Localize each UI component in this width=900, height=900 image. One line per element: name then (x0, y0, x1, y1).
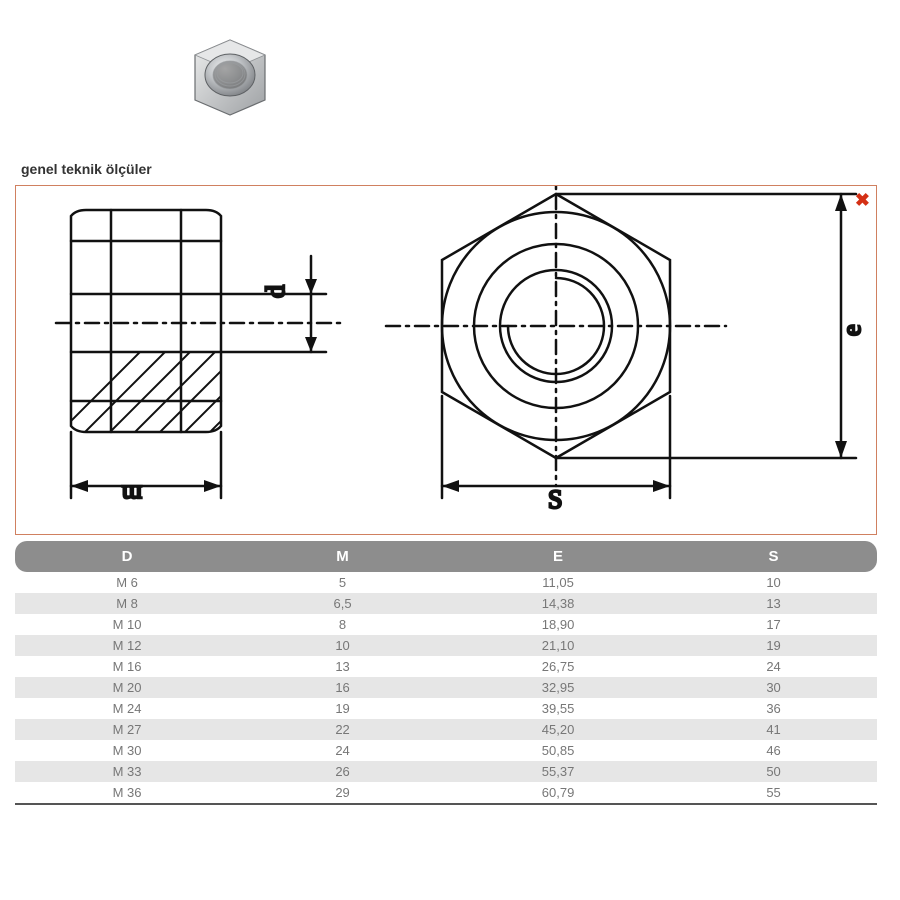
table-cell: 41 (670, 719, 877, 740)
table-cell: M 33 (15, 761, 239, 782)
table-cell: 39,55 (446, 698, 670, 719)
table-cell: M 12 (15, 635, 239, 656)
table-cell: M 24 (15, 698, 239, 719)
table-cell: 29 (239, 782, 446, 804)
table-cell: M 20 (15, 677, 239, 698)
section-title: genel teknik ölçüler (21, 161, 885, 177)
technical-drawing: ✖ (15, 185, 877, 535)
col-header: D (15, 541, 239, 572)
table-cell: 11,05 (446, 572, 670, 593)
table-row: M 10818,9017 (15, 614, 877, 635)
table-cell: M 27 (15, 719, 239, 740)
table-row: M 332655,3750 (15, 761, 877, 782)
table-cell: 46 (670, 740, 877, 761)
table-cell: 45,20 (446, 719, 670, 740)
table-cell: 36 (670, 698, 877, 719)
table-cell: M 6 (15, 572, 239, 593)
table-cell: M 8 (15, 593, 239, 614)
table-cell: M 16 (15, 656, 239, 677)
table-cell: 16 (239, 677, 446, 698)
col-header: S (670, 541, 877, 572)
table-cell: 24 (239, 740, 446, 761)
table-cell: M 30 (15, 740, 239, 761)
table-cell: 10 (239, 635, 446, 656)
table-cell: 10 (670, 572, 877, 593)
table-cell: 18,90 (446, 614, 670, 635)
table-cell: 55 (670, 782, 877, 804)
table-cell: 21,10 (446, 635, 670, 656)
table-row: M 272245,2041 (15, 719, 877, 740)
close-icon[interactable]: ✖ (855, 190, 870, 211)
table-header-row: D M E S (15, 541, 877, 572)
dim-label-s: S (548, 485, 562, 514)
table-row: M 201632,9530 (15, 677, 877, 698)
table-row: M 6511,0510 (15, 572, 877, 593)
table-cell: 6,5 (239, 593, 446, 614)
table-cell: M 10 (15, 614, 239, 635)
table-cell: 8 (239, 614, 446, 635)
table-cell: 5 (239, 572, 446, 593)
table-cell: 55,37 (446, 761, 670, 782)
col-header: M (239, 541, 446, 572)
table-cell: 60,79 (446, 782, 670, 804)
table-cell: 26,75 (446, 656, 670, 677)
table-cell: 22 (239, 719, 446, 740)
table-cell: M 36 (15, 782, 239, 804)
table-cell: 26 (239, 761, 446, 782)
table-cell: 32,95 (446, 677, 670, 698)
dim-label-m: m (122, 480, 142, 509)
table-row: M 302450,8546 (15, 740, 877, 761)
table-cell: 13 (670, 593, 877, 614)
table-row: M 362960,7955 (15, 782, 877, 804)
table-row: M 86,514,3813 (15, 593, 877, 614)
table-cell: 30 (670, 677, 877, 698)
table-row: M 241939,5536 (15, 698, 877, 719)
table-cell: 14,38 (446, 593, 670, 614)
table-cell: 50,85 (446, 740, 670, 761)
table-cell: 13 (239, 656, 446, 677)
table-cell: 19 (239, 698, 446, 719)
table-cell: 50 (670, 761, 877, 782)
product-photo (165, 20, 885, 155)
table-cell: 24 (670, 656, 877, 677)
table-row: M 121021,1019 (15, 635, 877, 656)
table-cell: 17 (670, 614, 877, 635)
table-cell: 19 (670, 635, 877, 656)
dim-label-d: d (261, 285, 290, 298)
dimensions-table: D M E S M 6511,0510M 86,514,3813M 10818,… (15, 541, 877, 805)
col-header: E (446, 541, 670, 572)
table-row: M 161326,7524 (15, 656, 877, 677)
dim-label-e: e (837, 324, 866, 336)
